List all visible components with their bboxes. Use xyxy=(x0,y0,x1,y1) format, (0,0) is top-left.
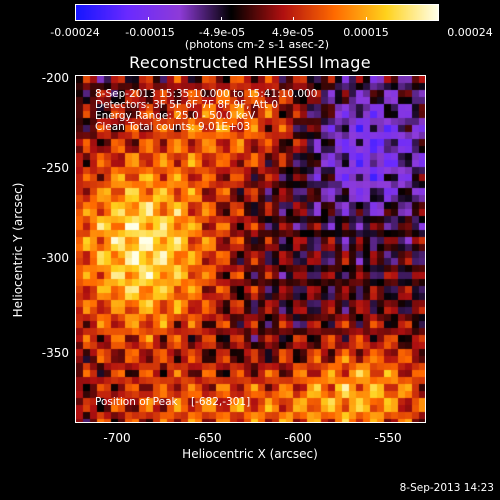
x-tick-label: -550 xyxy=(374,431,402,445)
peak-label: Position of Peak xyxy=(95,396,178,408)
info-line: Detectors: 3F 5F 6F 7F 8F 9F, Att 0 xyxy=(95,99,279,111)
x-axis-label: Heliocentric X (arcsec) xyxy=(182,447,318,461)
y-tick-label: -200 xyxy=(41,71,69,85)
info-line: Clean Total counts: 9.01E+03 xyxy=(95,121,251,133)
colorbar-tick-label: -0.00015 xyxy=(125,26,175,39)
colorbar-tick xyxy=(438,17,439,21)
x-tick-label: -700 xyxy=(103,431,131,445)
colorbar-tick xyxy=(221,17,222,21)
peak-value: [-682,-301] xyxy=(190,396,251,408)
info-line: 8-Sep-2013 15:35:10.000 to 15:41:10.000 xyxy=(95,88,318,100)
x-tick-label: -650 xyxy=(194,431,222,445)
colorbar-tick-label: 4.9e-05 xyxy=(271,26,315,39)
colorbar-tick-label: -4.9e-05 xyxy=(198,26,246,39)
y-tick-label: -250 xyxy=(41,161,69,175)
colorbar-tick xyxy=(75,17,76,21)
colorbar-tick xyxy=(293,17,294,21)
colorbar-tick-label: 0.00024 xyxy=(447,26,493,39)
y-tick-label: -300 xyxy=(41,251,69,265)
colorbar xyxy=(75,4,439,21)
x-tick-label: -600 xyxy=(284,431,312,445)
colorbar-tick xyxy=(148,17,149,21)
timestamp: 8-Sep-2013 14:23 xyxy=(399,482,494,494)
y-tick-label: -350 xyxy=(41,346,69,360)
rhessi-image xyxy=(76,76,425,422)
colorbar-units: (photons cm-2 s-1 asec-2) xyxy=(184,38,330,51)
y-axis-label: Heliocentric Y (arcsec) xyxy=(11,182,25,318)
colorbar-tick xyxy=(366,17,367,21)
plot-frame: 8-Sep-2013 15:35:10.000 to 15:41:10.000 … xyxy=(75,75,426,423)
info-line: Energy Range: 25.0 - 50.0 keV xyxy=(95,110,256,122)
colorbar-tick-label: 0.00015 xyxy=(343,26,389,39)
colorbar-tick-label: -0.00024 xyxy=(50,26,100,39)
peak-position: Position of Peak [-682,-301] xyxy=(95,396,250,408)
plot-title: Reconstructed RHESSI Image xyxy=(129,53,371,72)
